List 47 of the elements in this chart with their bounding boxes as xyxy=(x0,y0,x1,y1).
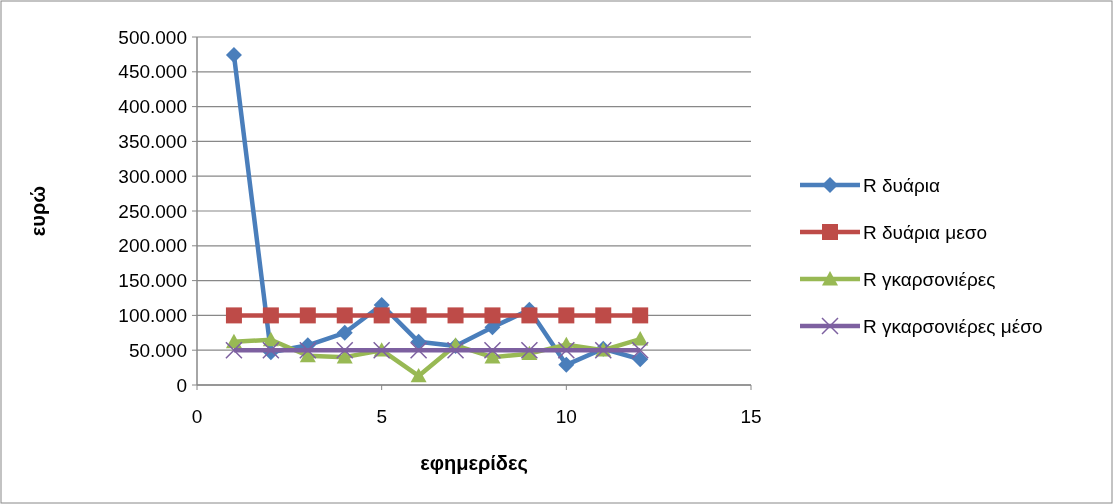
x-tick-label: 15 xyxy=(740,406,762,427)
x-tick-label: 5 xyxy=(376,406,387,427)
y-tick-label: 450.000 xyxy=(118,61,187,83)
point xyxy=(299,341,317,359)
y-tick-label: 500.000 xyxy=(118,26,187,48)
point xyxy=(558,356,575,373)
y-tick-label: 250.000 xyxy=(118,200,187,222)
y-axis-title: ευρώ xyxy=(27,185,49,237)
point xyxy=(483,341,502,359)
point xyxy=(558,307,575,324)
point xyxy=(225,341,243,359)
point xyxy=(632,307,649,324)
point xyxy=(446,341,465,359)
point xyxy=(484,307,501,324)
point xyxy=(410,367,427,383)
point xyxy=(557,341,576,359)
point xyxy=(447,307,464,324)
point xyxy=(520,341,539,359)
point xyxy=(373,307,390,324)
point xyxy=(409,341,428,359)
legend-label: R δυάρια μεσο xyxy=(863,221,987,243)
y-tick-label: 350.000 xyxy=(118,131,187,153)
y-tick-label: 100.000 xyxy=(118,305,187,327)
y-tick-label: 150.000 xyxy=(118,270,187,292)
y-tick-label: 50.000 xyxy=(128,339,187,361)
legend-label: R γκαρσονιέρες xyxy=(863,268,996,290)
point xyxy=(595,307,612,324)
point xyxy=(410,307,427,324)
y-tick-label: 0 xyxy=(176,374,187,396)
legend-label: R γκαρσονιέρες μέσο xyxy=(863,315,1043,337)
point xyxy=(521,307,538,324)
point xyxy=(299,307,316,324)
y-tick-label: 300.000 xyxy=(118,165,187,187)
point xyxy=(262,307,279,324)
x-tick-label: 0 xyxy=(191,406,203,427)
point xyxy=(336,307,353,324)
point xyxy=(225,47,242,64)
point xyxy=(335,341,354,359)
point xyxy=(225,307,242,324)
y-tick-label: 400.000 xyxy=(118,96,187,118)
x-axis-title: εφημερίδες xyxy=(420,452,528,474)
point xyxy=(632,351,649,368)
point xyxy=(631,341,649,359)
y-tick-label: 200.000 xyxy=(118,235,187,257)
legend-label: R δυάρια xyxy=(863,174,940,196)
point xyxy=(336,324,353,341)
x-tick-label: 10 xyxy=(555,406,577,427)
